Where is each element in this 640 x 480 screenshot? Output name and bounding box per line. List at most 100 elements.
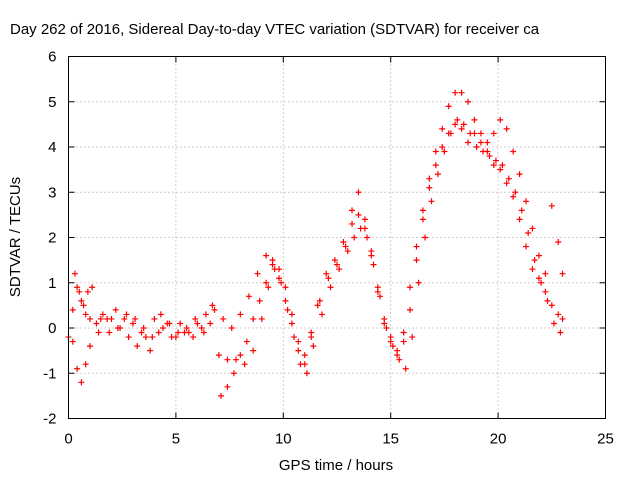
data-point: [368, 248, 375, 255]
data-point: [480, 148, 487, 155]
data-point: [123, 311, 130, 318]
data-point: [342, 243, 349, 250]
data-point: [254, 270, 261, 277]
data-point: [224, 356, 231, 363]
data-point: [318, 311, 325, 318]
data-point: [228, 325, 235, 331]
data-point: [69, 306, 76, 313]
data-point: [400, 338, 407, 345]
data-point: [434, 171, 441, 178]
data-point: [151, 315, 158, 322]
data-point: [82, 311, 89, 318]
series-1: [65, 121, 566, 368]
data-point: [492, 157, 499, 164]
y-tick-label: 3: [48, 184, 56, 201]
grid: [68, 56, 606, 419]
data-point: [542, 270, 549, 277]
data-point: [370, 261, 377, 268]
data-point: [555, 311, 562, 318]
data-point: [78, 297, 85, 304]
x-tick-label: 20: [490, 431, 507, 448]
data-point: [548, 202, 555, 209]
data-point: [86, 315, 93, 322]
data-point: [557, 329, 564, 336]
data-point: [419, 207, 426, 214]
data-point: [432, 148, 439, 155]
data-point: [465, 139, 472, 146]
data-point: [114, 325, 121, 331]
data-point: [256, 297, 263, 304]
y-tick-label: -1: [43, 365, 56, 382]
data-point: [531, 257, 538, 264]
x-tick-label: 25: [597, 431, 614, 448]
y-tick-label: 0: [48, 320, 56, 337]
data-point: [323, 270, 330, 277]
data-point: [407, 284, 414, 291]
data-point: [387, 334, 394, 341]
data-point: [78, 379, 85, 386]
data-point: [200, 329, 207, 336]
data-point: [74, 284, 81, 291]
data-point: [445, 103, 452, 110]
data-point: [95, 329, 102, 336]
chart-title: Day 262 of 2016, Sidereal Day-to-day VTE…: [10, 21, 540, 38]
data-point: [76, 288, 83, 295]
data-point: [233, 356, 240, 363]
data-point: [121, 315, 128, 322]
data-point: [535, 252, 542, 259]
data-point: [282, 297, 289, 304]
data-point: [177, 320, 184, 327]
data-point: [288, 320, 295, 327]
data-point: [484, 139, 491, 146]
data-point: [400, 329, 407, 336]
data-point: [349, 207, 356, 214]
data-point: [175, 329, 182, 336]
data-point: [510, 148, 517, 155]
data-point: [106, 329, 113, 336]
data-point: [314, 302, 321, 309]
data-point: [125, 334, 132, 341]
data-point: [82, 361, 89, 368]
data-point: [336, 266, 343, 273]
data-point: [544, 297, 551, 304]
data-point: [80, 302, 87, 309]
data-point: [181, 329, 188, 336]
data-point: [503, 180, 510, 187]
data-point: [381, 315, 388, 322]
data-point: [218, 392, 225, 399]
y-tick-label: -2: [43, 411, 56, 428]
data-point: [432, 162, 439, 169]
y-axis-label: SDTVAR / TECUs: [7, 177, 24, 297]
data-point: [523, 198, 530, 205]
data-point: [237, 311, 244, 318]
data-point: [74, 365, 81, 372]
data-point: [303, 370, 310, 377]
data-point: [439, 125, 446, 132]
data-points: [65, 89, 566, 399]
data-point: [415, 279, 422, 286]
x-tick-label: 10: [275, 431, 292, 448]
data-point: [447, 130, 454, 137]
data-point: [243, 338, 250, 345]
data-point: [263, 252, 270, 259]
data-point: [112, 306, 119, 313]
data-point: [357, 225, 364, 232]
data-point: [250, 347, 257, 354]
data-point: [467, 130, 474, 137]
data-point: [497, 166, 504, 173]
data-point: [529, 266, 536, 273]
data-point: [490, 130, 497, 137]
data-point: [409, 334, 416, 341]
data-point: [477, 139, 484, 146]
data-point: [157, 311, 164, 318]
data-point: [503, 125, 510, 132]
data-point: [559, 315, 566, 322]
data-point: [364, 234, 371, 241]
data-point: [525, 229, 532, 236]
y-tick-label: 1: [48, 275, 56, 292]
data-point: [355, 211, 362, 218]
data-point: [497, 116, 504, 123]
data-point: [518, 207, 525, 214]
data-point: [458, 125, 465, 132]
